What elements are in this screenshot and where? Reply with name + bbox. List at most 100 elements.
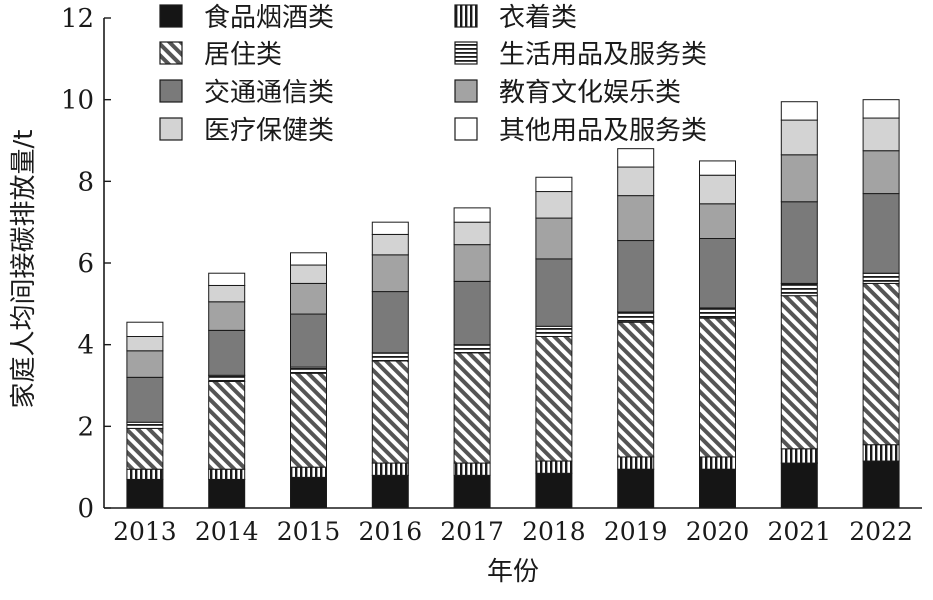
bar-segment-2020-5	[699, 238, 736, 309]
bar-segment-2022-7	[862, 117, 900, 152]
y-tick-label: 0	[77, 494, 94, 524]
bar-segment-2013-4	[126, 421, 164, 429]
bar-segment-2018-1	[535, 472, 573, 509]
y-tick-label: 6	[77, 249, 94, 279]
bar-segment-2017-6	[453, 244, 491, 282]
legend-label-7: 医疗保健类	[204, 116, 334, 146]
bar-segment-2021-4	[780, 282, 818, 297]
bar-segment-2017-4	[453, 344, 491, 354]
legend-label-4: 生活用品及服务类	[499, 40, 707, 70]
bar-segment-2013-2	[126, 468, 164, 480]
legend-label-8: 其他用品及服务类	[499, 116, 707, 146]
bar-segment-2022-8	[862, 99, 900, 119]
bar-segment-2022-5	[862, 193, 900, 274]
bar-segment-2019-3	[617, 321, 655, 458]
y-tick-label: 10	[61, 86, 94, 116]
bar-segment-2015-8	[290, 252, 327, 266]
bar-segment-2022-2	[862, 444, 900, 462]
bar-segment-2018-2	[535, 460, 573, 474]
bar-segment-2017-2	[453, 462, 491, 476]
bar-segment-2019-7	[617, 166, 655, 197]
bar-segment-2020-3	[699, 317, 736, 458]
x-tick-label: 2019	[604, 517, 668, 546]
x-tick-label: 2021	[767, 517, 831, 546]
bar-segment-2017-7	[453, 221, 491, 246]
legend-swatch-4	[454, 41, 478, 65]
y-tick-label: 2	[77, 412, 94, 442]
bar-segment-2019-2	[617, 456, 655, 470]
bar-segment-2013-7	[126, 336, 164, 352]
bar-segment-2015-1	[290, 476, 327, 509]
bar-segment-2015-2	[290, 466, 327, 478]
x-tick-label: 2017	[440, 517, 504, 546]
y-tick-label: 4	[77, 331, 94, 361]
bar-segment-2022-4	[862, 272, 900, 284]
bar-segment-2017-8	[453, 207, 491, 223]
bar-segment-2014-4	[208, 374, 246, 382]
bar-segment-2022-3	[862, 282, 900, 446]
x-tick-label: 2016	[358, 517, 422, 546]
bar-segment-2018-3	[535, 336, 573, 462]
bar-segment-2021-2	[780, 448, 818, 464]
bar-segment-2015-5	[290, 313, 327, 368]
bar-segment-2014-6	[208, 301, 246, 331]
legend-label-6: 教育文化娱乐类	[499, 78, 681, 108]
bar-segment-2022-1	[862, 460, 900, 509]
bar-segment-2017-3	[453, 352, 491, 464]
bar-segment-2016-6	[371, 254, 409, 293]
y-axis-title: 家庭人均间接碳排放量/t	[9, 130, 39, 409]
bar-segment-2021-6	[780, 154, 818, 203]
bar-segment-2020-6	[699, 203, 736, 239]
bar-segment-2021-8	[780, 101, 818, 121]
bar-segment-2021-3	[780, 295, 818, 450]
bar-segment-2016-7	[371, 233, 409, 256]
bar-segment-2020-8	[699, 160, 736, 176]
bar-segment-2019-8	[617, 148, 655, 168]
bar-segment-2021-5	[780, 201, 818, 284]
bar-segment-2021-1	[780, 462, 818, 509]
y-tick-label: 8	[77, 167, 94, 197]
bar-segment-2013-5	[126, 376, 164, 423]
bar-segment-2018-5	[535, 258, 573, 327]
bar-segment-2013-1	[126, 478, 164, 509]
legend-swatch-2	[454, 4, 478, 28]
bar-segment-2016-2	[371, 462, 409, 476]
bar-segment-2015-3	[290, 372, 327, 468]
bar-segment-2015-7	[290, 264, 327, 284]
legend-label-5: 交通通信类	[204, 78, 334, 108]
x-tick-label: 2020	[686, 517, 750, 546]
legend-swatch-1	[159, 4, 183, 28]
bar-segment-2013-8	[126, 321, 164, 337]
bar-segment-2020-7	[699, 174, 736, 205]
legend-label-1: 食品烟酒类	[204, 3, 334, 33]
bar-segment-2014-7	[208, 284, 246, 303]
bar-segment-2018-7	[535, 191, 573, 219]
x-tick-label: 2013	[113, 517, 177, 546]
bar-segment-2014-3	[208, 380, 246, 470]
bar-segment-2016-4	[371, 352, 409, 362]
y-tick-label: 12	[61, 4, 94, 34]
x-axis-title: 年份	[487, 557, 539, 587]
axes: 2013 2014 2015 2016 2017 2018 2019 2020 2021 2022…	[9, 4, 922, 587]
bar-segment-2018-8	[535, 176, 573, 193]
legend-label-2: 衣着类	[499, 3, 577, 33]
bar-segment-2016-1	[371, 474, 409, 509]
legend-swatch-6	[454, 79, 478, 103]
bar-segment-2022-6	[862, 150, 900, 195]
bar-segment-2015-6	[290, 282, 327, 315]
bar-segment-2019-1	[617, 468, 655, 509]
plot-area	[126, 99, 900, 509]
bar-segment-2020-4	[699, 307, 736, 319]
bar-segment-2014-2	[208, 468, 246, 480]
bar-segment-2014-8	[208, 272, 246, 286]
bar-segment-2019-6	[617, 195, 655, 242]
bar-segment-2020-1	[699, 468, 736, 509]
x-tick-label: 2022	[849, 517, 913, 546]
bar-segment-2013-6	[126, 350, 164, 378]
bar-segment-2021-7	[780, 119, 818, 156]
bar-segment-2016-3	[371, 360, 409, 464]
bar-segment-2015-4	[290, 366, 327, 374]
legend-swatch-3	[159, 41, 183, 65]
